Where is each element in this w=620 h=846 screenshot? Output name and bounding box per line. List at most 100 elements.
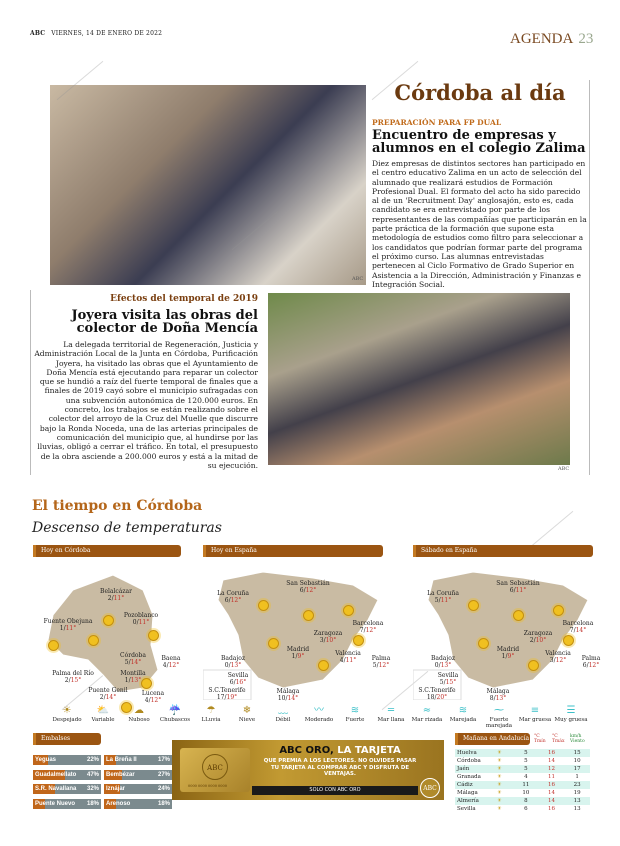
sun-icon bbox=[478, 638, 489, 649]
temp-min: 0/ bbox=[224, 662, 231, 669]
legend-label: Despejado bbox=[52, 717, 82, 723]
story1-kicker: PREPARACIÓN PARA FP DUAL bbox=[372, 118, 502, 127]
story2-headline: Joyera visita las obras del colector de … bbox=[71, 308, 258, 336]
city: Córdoba bbox=[457, 758, 481, 764]
city-name: Valencia bbox=[545, 650, 571, 657]
city-forecast: Badajoz 0/13° bbox=[431, 655, 455, 669]
story2-kicker: Efectos del temporal de 2019 bbox=[110, 294, 258, 304]
abc-oro-ad[interactable]: ABC 0000 0000 0000 0000 ABC ORO, LA TARJ… bbox=[172, 740, 444, 800]
sun-icon bbox=[343, 605, 354, 616]
temp-max: 9° bbox=[297, 653, 305, 660]
city-name: Pozoblanco bbox=[123, 612, 159, 619]
weather-map-0: Belalcázar 2/11° Pozoblanco 0/11° Fuente Obe… bbox=[33, 560, 181, 713]
temp-max: 12° bbox=[588, 662, 600, 669]
map-shape bbox=[412, 571, 589, 701]
wind: 13 bbox=[573, 806, 581, 812]
sun-icon: ☀ bbox=[495, 765, 513, 773]
legend-label: Nieve bbox=[238, 717, 256, 723]
city-name: Barcelona bbox=[562, 620, 594, 627]
photo-credit: ABC bbox=[352, 276, 364, 282]
city-name: Madrid bbox=[496, 646, 520, 653]
temp-max: 12° bbox=[168, 662, 180, 669]
temp-max: 15° bbox=[445, 679, 457, 686]
temp-min: 2/ bbox=[107, 595, 114, 602]
city-name: La Coruña bbox=[217, 590, 249, 597]
weather-subtitle: Descenso de temperaturas bbox=[32, 520, 222, 536]
story1-headline: Encuentro de empresas y alumnos en el co… bbox=[372, 128, 586, 156]
reservoir-fill bbox=[33, 769, 65, 780]
sun-icon: ☀ bbox=[62, 705, 72, 716]
wind: 13 bbox=[564, 797, 590, 805]
legend-item: ≈ Mar rizada bbox=[410, 705, 444, 729]
reservoirs-title: Embalses bbox=[33, 733, 101, 745]
sun-icon: ☀ bbox=[497, 758, 502, 764]
sun-icon bbox=[528, 660, 539, 671]
city: Málaga bbox=[457, 790, 478, 796]
temp-max: 20° bbox=[436, 694, 448, 701]
legend-item: ⛅ Variable bbox=[86, 705, 120, 729]
temp-min: 4/ bbox=[162, 662, 169, 669]
legend-item: 〰 Moderado bbox=[302, 705, 336, 729]
city-forecast: Valencia 3/12° bbox=[545, 650, 571, 664]
ad-strip: SOLO CON ABC ORO bbox=[252, 786, 418, 795]
temp-min: 6/ bbox=[582, 662, 589, 669]
temp-max: 10° bbox=[325, 637, 337, 644]
section-header: AGENDA 23 bbox=[510, 31, 593, 48]
legend-label: Moderado bbox=[304, 717, 334, 723]
city-forecast: Zaragoza 3/10° bbox=[314, 630, 342, 644]
reservoir-pct: 47% bbox=[86, 771, 99, 778]
temp-max: 13° bbox=[495, 695, 507, 702]
section-title: Córdoba al día bbox=[394, 80, 566, 105]
city: Almería bbox=[455, 797, 495, 805]
city-name: Fuente Obejuna bbox=[43, 618, 93, 625]
abc-oro-logo: ABC bbox=[420, 778, 440, 798]
reservoir-name: Iznájar bbox=[106, 786, 126, 792]
city-name: Badajoz bbox=[220, 655, 246, 662]
legend-item: ≋ Fuerte bbox=[338, 705, 372, 729]
legend-item: ☁ Nuboso bbox=[122, 705, 156, 729]
temp-max: 14 bbox=[538, 797, 565, 805]
map-shape bbox=[202, 571, 379, 701]
city-forecast: Baena 4/12° bbox=[162, 655, 181, 669]
temp-max: 11° bbox=[440, 597, 452, 604]
wind: 1 bbox=[575, 774, 579, 780]
sun-icon bbox=[563, 635, 574, 646]
city-name: Zaragoza bbox=[523, 630, 553, 637]
sun-icon bbox=[148, 630, 159, 641]
forecast-table: Mañana en Andalucía °C Tmín °C Tmáx km/h… bbox=[455, 733, 590, 813]
reservoir-bar: Bembézar 27% bbox=[104, 769, 172, 780]
temp-min: 5/ bbox=[434, 597, 441, 604]
reservoir-fill bbox=[33, 798, 46, 809]
temp-max: 19° bbox=[226, 694, 238, 701]
city: Huelva bbox=[455, 749, 495, 757]
column-rule bbox=[589, 290, 590, 475]
col-wind: km/h Viento bbox=[570, 734, 585, 744]
city-forecast: Málaga 10/14° bbox=[277, 688, 300, 702]
city-forecast: San Sebastián 6/12° bbox=[286, 580, 329, 594]
sun-icon bbox=[103, 615, 114, 626]
date: VIERNES, 14 DE ENERO DE 2022 bbox=[51, 30, 163, 37]
legend-label: Mar rizada bbox=[411, 717, 443, 723]
sea-flat-icon: ═ bbox=[387, 705, 395, 716]
page-number: 23 bbox=[578, 31, 594, 47]
reservoir-name: Guadalmellato bbox=[35, 771, 77, 778]
temp-min: 6/ bbox=[509, 587, 516, 594]
sun-icon: ☀ bbox=[497, 774, 502, 780]
legend-item: ☀ Despejado bbox=[50, 705, 84, 729]
story1-body: Diez empresas de distintos sectores han … bbox=[372, 159, 587, 289]
temp-max: 12 bbox=[538, 765, 565, 773]
city: Sevilla bbox=[457, 806, 476, 812]
city-forecast: Málaga 8/13° bbox=[487, 688, 510, 702]
temp-max: 10° bbox=[535, 637, 547, 644]
city-name: Lucena bbox=[141, 690, 165, 697]
city-forecast: Palma 5/12° bbox=[372, 655, 391, 669]
temp-min: 8/ bbox=[489, 695, 496, 702]
wind: 10 bbox=[573, 758, 581, 764]
table-row: Granada ☀ 4 11 1 bbox=[455, 773, 590, 781]
reservoir-fill bbox=[33, 755, 48, 765]
reservoir-fill bbox=[33, 784, 55, 794]
sun-icon: ☀ bbox=[497, 790, 502, 796]
temp-max: 9° bbox=[507, 653, 515, 660]
city-forecast: Badajoz 0/13° bbox=[221, 655, 245, 669]
city: Jaén bbox=[455, 765, 495, 773]
